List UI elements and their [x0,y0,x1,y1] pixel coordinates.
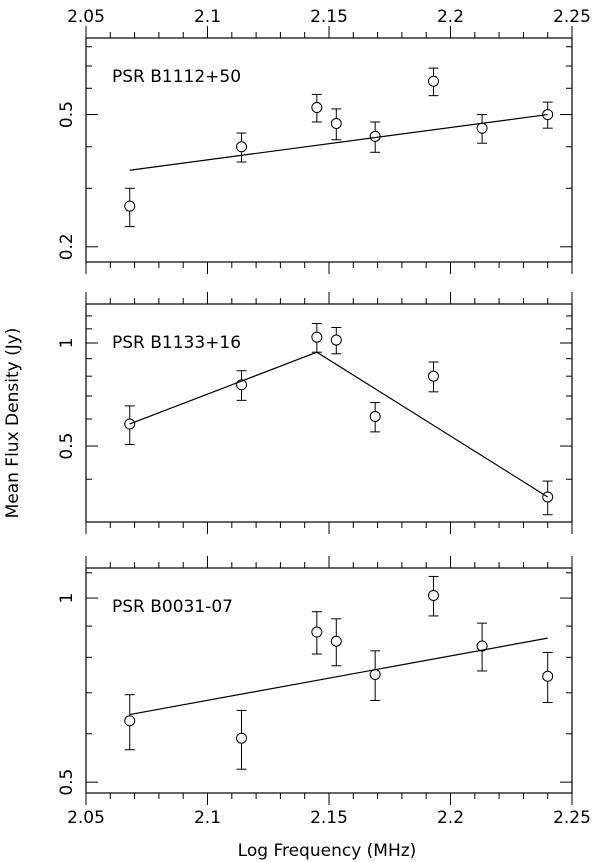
data-point [311,102,323,114]
data-point [236,379,248,391]
data-point [476,640,488,652]
x-tick-label-top: 2.05 [67,7,105,27]
y-tick-label: 0.2 [57,233,77,260]
x-tick-label-bottom: 2.2 [437,808,464,828]
data-point [542,670,554,682]
data-point [427,589,439,601]
data-point [330,118,342,130]
x-tick-label-bottom: 2.1 [194,808,221,828]
panel-label: PSR B1112+50 [112,67,241,87]
panel-2: 0.5 1 PSR B1133+16 [57,292,573,534]
data-point [124,418,136,430]
data-point [369,668,381,680]
fit-line [129,351,549,498]
data-point [124,715,136,727]
panel-1: 0.2 0.5 PSR B1112+50 [57,26,573,274]
y-tick-label: 0.5 [57,433,77,460]
y-tick-label: 0.5 [57,101,77,128]
data-point [311,331,323,343]
x-tick-label-bottom: 2.25 [553,808,591,828]
panel-3: 0.5 1 PSR B0031-07 [57,556,573,805]
x-tick-label-top: 2.2 [437,7,464,27]
x-tick-label-top: 2.15 [310,7,348,27]
y-axis-title: Mean Flux Density (Jy) [3,328,23,519]
x-tick-label-bottom: 2.15 [310,808,348,828]
data-point [236,732,248,744]
chart-panels: 0.2 0.5 PSR B1112+50 0.5 1 PSR B1133+16 0.5 1 PS… [57,7,591,828]
y-tick-label: 0.5 [57,769,77,796]
fit-line [129,637,548,716]
y-tick-label: 1 [57,338,77,349]
data-point [124,200,136,212]
x-tick-label-bottom: 2.05 [67,808,105,828]
data-point [369,410,381,422]
data-point [369,130,381,142]
panel-label: PSR B0031-07 [112,597,233,617]
data-point [427,370,439,382]
data-point [427,75,439,87]
data-point [542,109,554,121]
data-point [542,491,554,503]
data-point [330,635,342,647]
panel-label: PSR B1133+16 [112,333,241,353]
data-point [476,122,488,134]
x-tick-label-top: 2.25 [553,7,591,27]
fit-line [129,113,548,171]
x-axis-title: Log Frequency (MHz) [238,841,417,861]
data-point [330,334,342,346]
data-point [236,141,248,153]
x-tick-label-top: 2.1 [194,7,221,27]
data-point [311,626,323,638]
y-tick-label: 1 [57,593,77,604]
